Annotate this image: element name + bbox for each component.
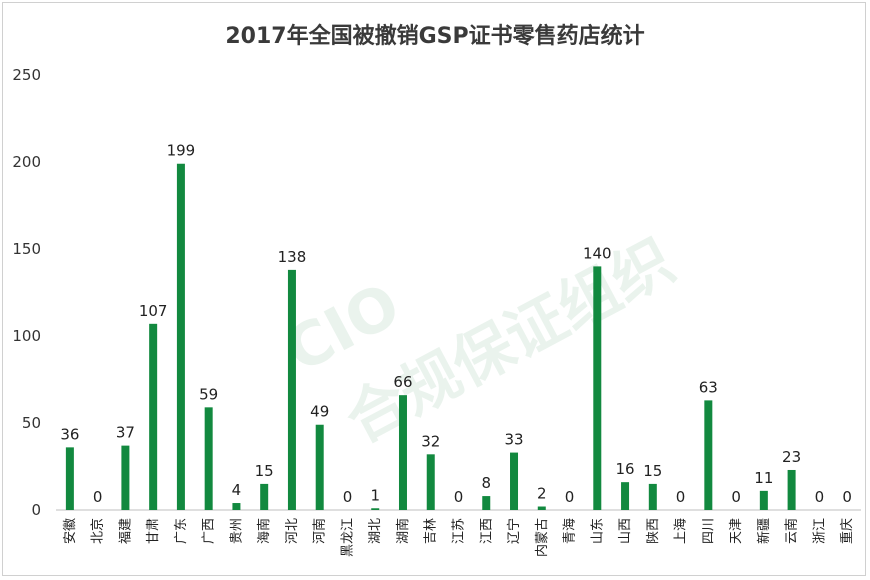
- y-tick-label: 50: [22, 414, 41, 432]
- data-label: 59: [199, 385, 218, 403]
- data-label: 37: [116, 424, 135, 442]
- category-label: 黑龙江: [340, 518, 355, 557]
- data-label: 32: [421, 432, 440, 450]
- data-label: 8: [481, 474, 491, 492]
- data-label: 0: [454, 488, 464, 506]
- bar: [704, 400, 713, 510]
- data-label: 15: [255, 462, 274, 480]
- category-label: 浙江: [812, 518, 827, 544]
- bar: [149, 323, 158, 510]
- y-tick-label: 0: [31, 501, 41, 519]
- category-label: 北京: [91, 518, 106, 544]
- data-label: 199: [167, 142, 196, 160]
- data-label: 0: [343, 488, 353, 506]
- watermark: CIO 合规保证组织: [275, 226, 686, 457]
- category-label: 甘肃: [146, 518, 161, 544]
- category-label: 湖北: [368, 518, 383, 544]
- category-label: 安徽: [63, 518, 78, 544]
- y-tick-label: 250: [12, 66, 41, 84]
- bar: [260, 483, 269, 510]
- category-label: 广东: [174, 518, 189, 544]
- category-label: 山西: [618, 518, 633, 544]
- category-label: 新疆: [756, 518, 772, 544]
- data-label: 66: [393, 373, 412, 391]
- category-label: 河南: [312, 518, 328, 544]
- data-label: 0: [565, 488, 575, 506]
- category-labels: 安徽 北京 福建 甘肃 广东 广西 贵州 海南 河北 河南 黑龙江 湖北 湖南 吉林 江苏 江西 辽宁 内蒙古 青海…: [63, 518, 855, 557]
- category-label: 江苏: [451, 518, 467, 544]
- data-label: 11: [754, 469, 773, 487]
- category-label: 河北: [285, 518, 300, 544]
- bar: [759, 490, 768, 510]
- bar: [787, 469, 796, 510]
- data-label: 49: [310, 403, 329, 421]
- category-label: 云南: [784, 518, 800, 544]
- category-label: 青海: [563, 518, 578, 544]
- y-axis: 0 50 100 150 200 250: [12, 66, 41, 519]
- data-label: 15: [643, 462, 662, 480]
- bar: [398, 395, 407, 510]
- bar: [176, 163, 185, 511]
- data-label: 2: [537, 485, 547, 503]
- y-tick-label: 100: [12, 327, 41, 345]
- bar: [593, 266, 602, 510]
- chart-title: 2017年全国被撤销GSP证书零售药店统计: [225, 23, 644, 49]
- bars: [65, 163, 796, 511]
- y-tick-label: 200: [12, 153, 41, 171]
- data-label: 138: [278, 248, 307, 266]
- bar: [621, 482, 630, 510]
- data-label: 0: [815, 488, 825, 506]
- y-tick-label: 150: [12, 240, 41, 258]
- bar: [482, 496, 491, 510]
- bar: [204, 407, 213, 510]
- category-label: 吉林: [424, 518, 439, 544]
- data-label: 0: [676, 488, 686, 506]
- data-label: 16: [616, 460, 635, 478]
- category-label: 四川: [701, 518, 716, 544]
- bar: [371, 508, 380, 510]
- bar: [315, 424, 324, 510]
- bar: [426, 454, 435, 510]
- category-label: 贵州: [229, 518, 244, 544]
- data-label: 107: [139, 302, 168, 320]
- category-label: 福建: [118, 518, 133, 544]
- data-label: 1: [370, 486, 380, 504]
- data-label: 33: [504, 431, 523, 449]
- bar-chart: CIO 合规保证组织 2017年全国被撤销GSP证书零售药店统计 0501001…: [12, 23, 861, 557]
- category-label: 辽宁: [506, 518, 522, 544]
- data-label: 63: [699, 378, 718, 396]
- category-label: 广西: [202, 518, 217, 544]
- data-label: 0: [842, 488, 852, 506]
- bar: [537, 506, 546, 510]
- data-label: 4: [232, 481, 242, 499]
- bar: [287, 269, 296, 510]
- category-label: 内蒙古: [534, 518, 550, 557]
- category-label: 山东: [590, 518, 605, 544]
- bar: [65, 447, 74, 510]
- bar: [121, 445, 130, 510]
- category-label: 天津: [729, 518, 744, 544]
- category-label: 上海: [674, 518, 689, 544]
- bar: [510, 452, 519, 510]
- data-label: 140: [583, 244, 612, 262]
- category-label: 江西: [479, 518, 494, 544]
- category-label: 重庆: [839, 518, 855, 544]
- data-label: 0: [731, 488, 741, 506]
- bar: [648, 483, 657, 510]
- category-label: 湖南: [395, 518, 411, 544]
- data-label: 0: [93, 488, 103, 506]
- bar: [232, 503, 241, 510]
- data-label: 23: [782, 448, 801, 466]
- category-label: 海南: [256, 518, 272, 544]
- category-label: 陕西: [646, 518, 661, 544]
- data-label: 36: [60, 425, 79, 443]
